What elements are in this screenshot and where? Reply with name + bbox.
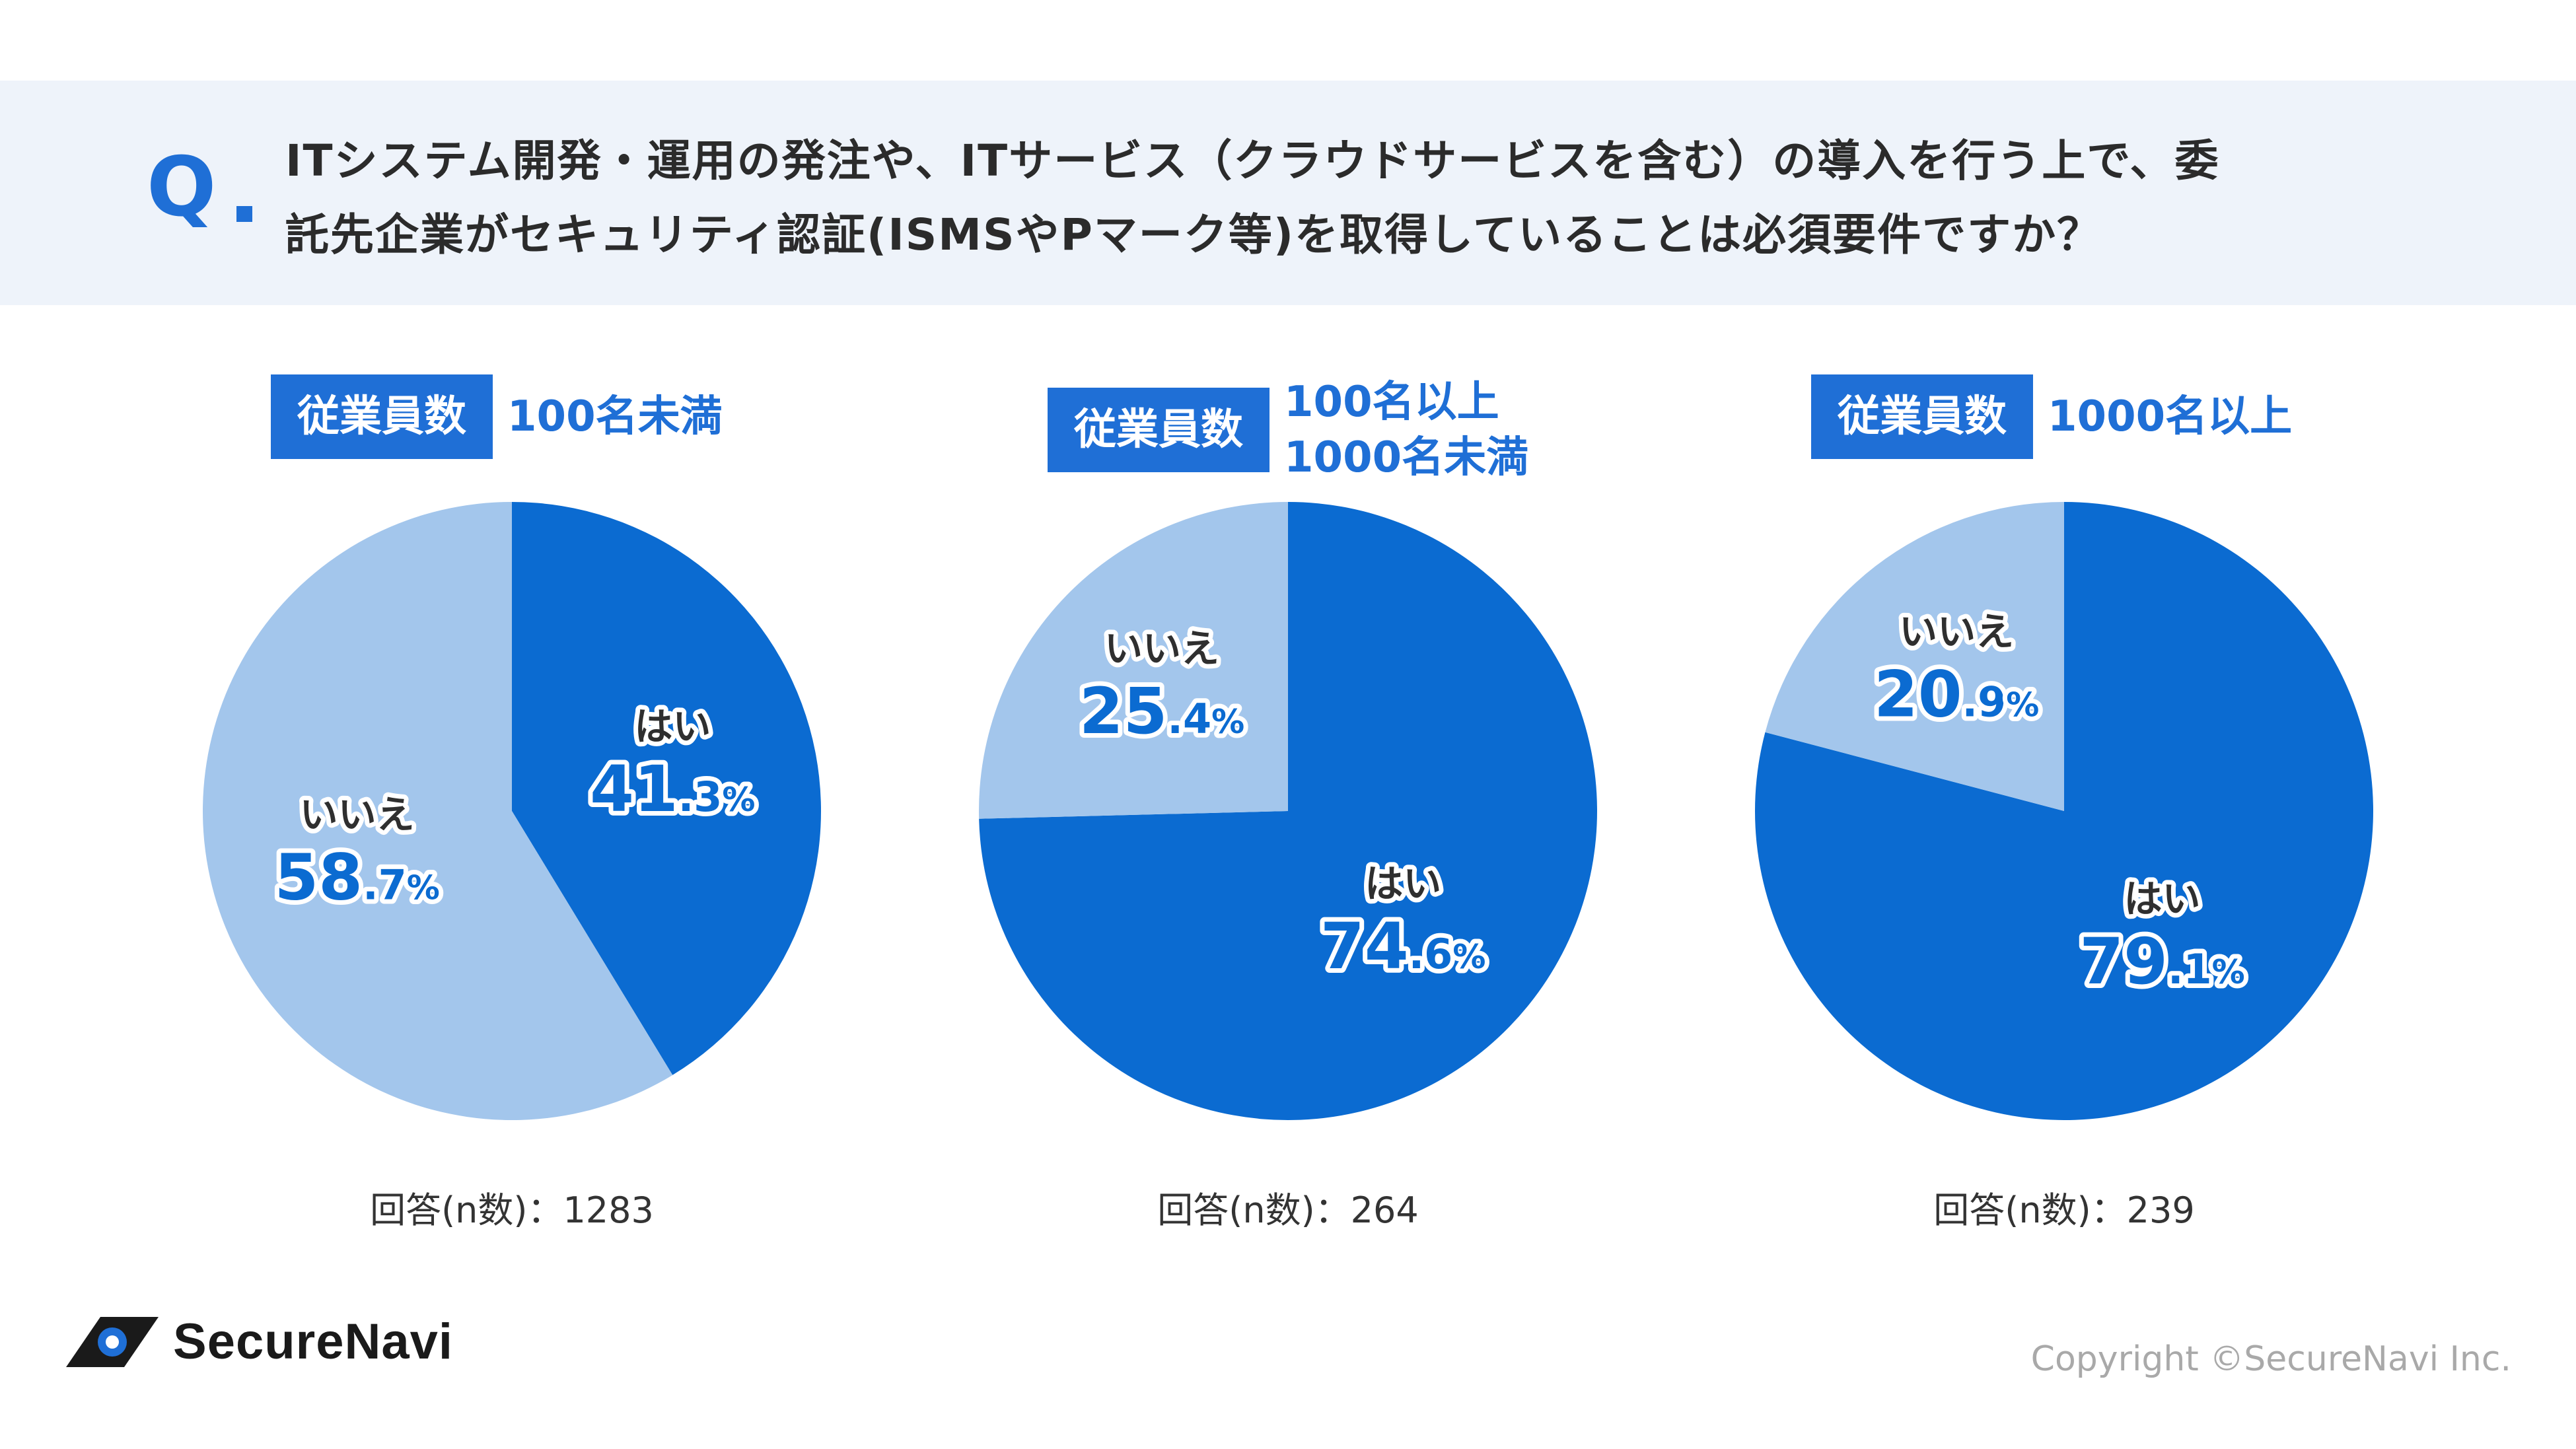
question-banner bbox=[0, 81, 2576, 305]
group-header-2: 従業員数 100名以上 1000名未満 bbox=[1048, 374, 1528, 485]
slice-value: 58.7% bbox=[274, 841, 439, 915]
question-text: ITシステム開発・運用の発注や、ITサービス（クラウドサービスを含む）の導入を行… bbox=[285, 124, 2485, 272]
slice-label: はい bbox=[634, 704, 711, 749]
slice-value: 41.3% bbox=[590, 752, 755, 826]
question-mark: Q bbox=[147, 140, 217, 235]
brand: SecureNavi bbox=[66, 1313, 453, 1370]
group-label-line: 100名以上 bbox=[1284, 378, 1499, 427]
respondent-count-1: 回答(n数)：1283 bbox=[370, 1189, 654, 1231]
slice-label: はい bbox=[2124, 876, 2201, 921]
pie-slice-no bbox=[203, 502, 673, 1120]
employee-count-tag: 従業員数 bbox=[271, 374, 493, 459]
slice-value: 25.4% bbox=[1079, 674, 1244, 748]
group-header-1: 従業員数 100名未満 bbox=[271, 374, 723, 459]
pie-slice-no bbox=[979, 502, 1288, 819]
slice-label: はい bbox=[1365, 861, 1441, 906]
question-line-2: 託先企業がセキュリティ認証(ISMSやPマーク等)を取得していることは必須要件で… bbox=[285, 209, 2102, 260]
respondent-count-2: 回答(n数)：264 bbox=[1157, 1189, 1419, 1231]
slice-label: いいえ bbox=[300, 793, 415, 837]
copyright: Copyright ©SecureNavi Inc. bbox=[2030, 1339, 2511, 1379]
pie-slice-yes bbox=[1755, 502, 2374, 1121]
slice-label: いいえ bbox=[1104, 626, 1219, 671]
pie-slice-no bbox=[1765, 502, 2064, 811]
pie-slice-yes bbox=[512, 502, 822, 1075]
securenavi-logo-icon bbox=[66, 1316, 159, 1367]
group-header-3: 従業員数 1000名以上 bbox=[1811, 374, 2292, 459]
respondent-count-3: 回答(n数)：239 bbox=[1933, 1189, 2195, 1231]
employee-count-tag: 従業員数 bbox=[1048, 388, 1270, 472]
question-line-1: ITシステム開発・運用の発注や、ITサービス（クラウドサービスを含む）の導入を行… bbox=[285, 135, 2220, 186]
slice-label: いいえ bbox=[1899, 610, 2014, 654]
group-label-line: 100名未満 bbox=[507, 392, 723, 441]
brand-name: SecureNavi bbox=[173, 1314, 454, 1370]
employee-count-tag: 従業員数 bbox=[1811, 374, 2033, 459]
group-label: 100名未満 bbox=[507, 389, 723, 444]
group-label: 100名以上 1000名未満 bbox=[1284, 374, 1528, 485]
group-label: 1000名以上 bbox=[2048, 389, 2292, 444]
slice-value: 74.6% bbox=[1320, 909, 1485, 983]
slice-value: 79.1% bbox=[2079, 925, 2244, 999]
group-label-line: 1000名以上 bbox=[2048, 392, 2293, 441]
slice-value: 20.9% bbox=[1874, 658, 2039, 732]
question-mark-dot bbox=[236, 206, 252, 222]
pie-slice-yes bbox=[979, 502, 1598, 1120]
group-label-line: 1000名未満 bbox=[1284, 433, 1529, 482]
